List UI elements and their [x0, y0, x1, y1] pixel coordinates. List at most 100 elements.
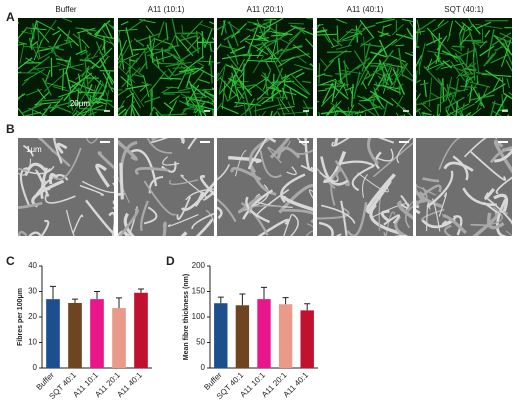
- fibre: [81, 27, 93, 35]
- fibre: [118, 28, 138, 32]
- fibre: [459, 23, 466, 35]
- fibre: [238, 78, 253, 97]
- fibre: [472, 87, 485, 108]
- fibre: [379, 32, 389, 37]
- fibre: [427, 58, 433, 71]
- fibre: [139, 19, 156, 24]
- fibre: [269, 18, 272, 30]
- fibre: [217, 23, 227, 31]
- fibre: [438, 192, 448, 217]
- fibre: [167, 35, 176, 52]
- fibre: [18, 201, 43, 209]
- fibre: [58, 89, 79, 98]
- fibre: [445, 93, 456, 113]
- fibre: [449, 111, 457, 116]
- fibre: [416, 103, 426, 105]
- fibre: [248, 138, 268, 170]
- fibre: [469, 81, 491, 88]
- fibre: [180, 107, 188, 116]
- fibre: [353, 71, 361, 100]
- fibre: [438, 138, 461, 170]
- fibre: [202, 190, 214, 201]
- fibre: [84, 59, 89, 89]
- fibre: [350, 110, 353, 116]
- fibre: [436, 104, 439, 116]
- fibre: [416, 18, 436, 34]
- fibre: [493, 193, 509, 213]
- fibre: [141, 81, 152, 86]
- panel-label: C: [6, 254, 15, 268]
- fibre: [462, 187, 497, 207]
- fibre: [325, 105, 335, 116]
- fibre: [401, 18, 413, 23]
- fibre: [280, 52, 310, 62]
- fibre: [494, 148, 512, 163]
- fibre: [302, 100, 310, 112]
- fibre: [40, 98, 63, 102]
- fibre: [212, 108, 214, 116]
- fibre: [148, 175, 164, 194]
- fibre: [246, 59, 275, 63]
- micrograph: [118, 138, 214, 236]
- fibre: [243, 100, 247, 116]
- fibre: [239, 34, 251, 43]
- fibre: [505, 59, 512, 72]
- fibre: [27, 55, 51, 74]
- fibre: [118, 88, 129, 96]
- fibre: [126, 74, 129, 88]
- fibre: [180, 93, 197, 103]
- fibre: [361, 42, 371, 72]
- fibre: [118, 65, 136, 84]
- fibre: [448, 88, 469, 95]
- fibre: [209, 41, 213, 52]
- fibre: [437, 19, 445, 27]
- fibre: [448, 20, 454, 37]
- fibre: [218, 66, 226, 93]
- fibre: [191, 212, 214, 230]
- fibre: [88, 84, 97, 114]
- fibre: [118, 39, 133, 65]
- fibre: [356, 67, 367, 87]
- fibre: [505, 230, 512, 236]
- fibre: [135, 32, 161, 43]
- fibre: [356, 110, 361, 116]
- fibre: [119, 60, 123, 69]
- fibre: [457, 48, 477, 59]
- fibre: [149, 106, 155, 116]
- fibre: [432, 20, 449, 33]
- fibre: [120, 76, 132, 87]
- fibre: [72, 33, 82, 41]
- fibre: [16, 239, 20, 254]
- fibre: [52, 30, 61, 36]
- fibre: [232, 72, 245, 87]
- fibre: [255, 188, 290, 218]
- fibre: [267, 146, 283, 164]
- fibre: [159, 77, 182, 80]
- fibre: [492, 110, 503, 116]
- fibre: [196, 61, 205, 67]
- fibre: [425, 37, 443, 46]
- fibre: [317, 207, 350, 220]
- fibre: [81, 180, 114, 194]
- fibre: [228, 20, 239, 47]
- fibre: [445, 96, 465, 109]
- fibre: [463, 138, 498, 158]
- fibre: [271, 34, 288, 37]
- fibre: [472, 212, 500, 236]
- fibre: [450, 47, 463, 55]
- fibre: [40, 50, 54, 59]
- fibre: [118, 30, 121, 43]
- fibre: [230, 166, 262, 181]
- fibre: [18, 93, 26, 99]
- fibre: [292, 46, 303, 49]
- fibre: [395, 33, 413, 40]
- fibre: [317, 30, 327, 34]
- fibre: [18, 99, 19, 101]
- y-tick-label: 40: [28, 261, 37, 270]
- fibre: [444, 224, 453, 236]
- bar: [300, 310, 314, 368]
- fibre: [320, 156, 349, 186]
- fibre: [422, 177, 440, 183]
- fibre: [176, 196, 192, 220]
- fibre: [95, 163, 110, 188]
